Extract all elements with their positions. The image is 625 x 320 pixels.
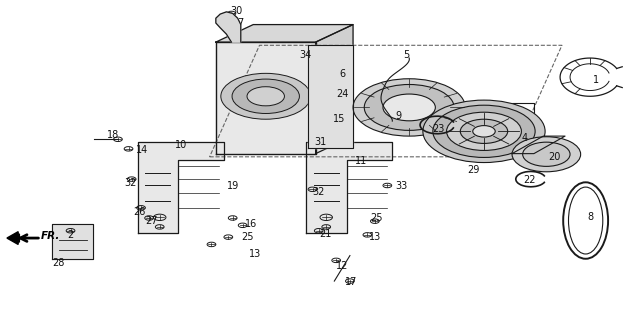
Circle shape (232, 79, 299, 114)
Text: 33: 33 (395, 181, 407, 191)
Text: 29: 29 (468, 165, 479, 175)
Text: 15: 15 (333, 114, 346, 124)
Polygon shape (216, 12, 241, 42)
Text: 31: 31 (314, 137, 326, 147)
Text: 27: 27 (146, 216, 158, 226)
Polygon shape (306, 141, 392, 233)
Text: 1: 1 (593, 75, 599, 85)
Polygon shape (216, 42, 316, 154)
Text: 13: 13 (249, 249, 261, 259)
Text: 22: 22 (523, 175, 536, 185)
Polygon shape (316, 25, 353, 154)
Circle shape (460, 119, 508, 143)
Text: 20: 20 (548, 152, 561, 163)
Circle shape (364, 84, 454, 130)
Text: 28: 28 (52, 258, 64, 268)
Circle shape (472, 125, 495, 137)
Text: 2: 2 (68, 230, 74, 240)
Text: 9: 9 (396, 111, 402, 121)
Circle shape (512, 137, 581, 172)
Circle shape (383, 94, 436, 121)
Circle shape (433, 105, 535, 157)
Text: 30: 30 (230, 6, 242, 16)
Polygon shape (216, 25, 353, 42)
Text: 10: 10 (176, 140, 188, 150)
Text: 12: 12 (336, 261, 348, 271)
Polygon shape (138, 141, 224, 233)
Text: 32: 32 (312, 188, 325, 197)
Text: 34: 34 (299, 51, 311, 60)
Text: 14: 14 (136, 146, 148, 156)
Text: 24: 24 (336, 89, 349, 99)
Text: 25: 25 (370, 213, 382, 223)
Text: 13: 13 (369, 232, 381, 242)
Text: 5: 5 (403, 50, 409, 60)
Text: 4: 4 (521, 133, 528, 143)
Text: 32: 32 (124, 178, 137, 188)
Circle shape (247, 87, 284, 106)
Circle shape (353, 79, 465, 136)
Circle shape (423, 100, 545, 163)
Text: 7: 7 (238, 18, 244, 28)
Text: 18: 18 (107, 130, 119, 140)
Circle shape (447, 112, 521, 150)
Text: 11: 11 (355, 156, 367, 166)
Polygon shape (52, 224, 93, 260)
Text: 6: 6 (339, 69, 346, 79)
Text: 23: 23 (432, 124, 444, 134)
Text: FR.: FR. (41, 231, 61, 241)
Text: 26: 26 (133, 207, 146, 217)
Polygon shape (308, 45, 353, 148)
Circle shape (522, 142, 570, 166)
Circle shape (221, 73, 311, 119)
Text: 16: 16 (245, 219, 258, 229)
Text: 17: 17 (345, 277, 358, 287)
Text: 25: 25 (241, 232, 253, 242)
Text: 19: 19 (226, 181, 239, 191)
Text: 8: 8 (587, 212, 593, 222)
FancyArrow shape (7, 232, 19, 244)
Text: 21: 21 (319, 229, 331, 239)
